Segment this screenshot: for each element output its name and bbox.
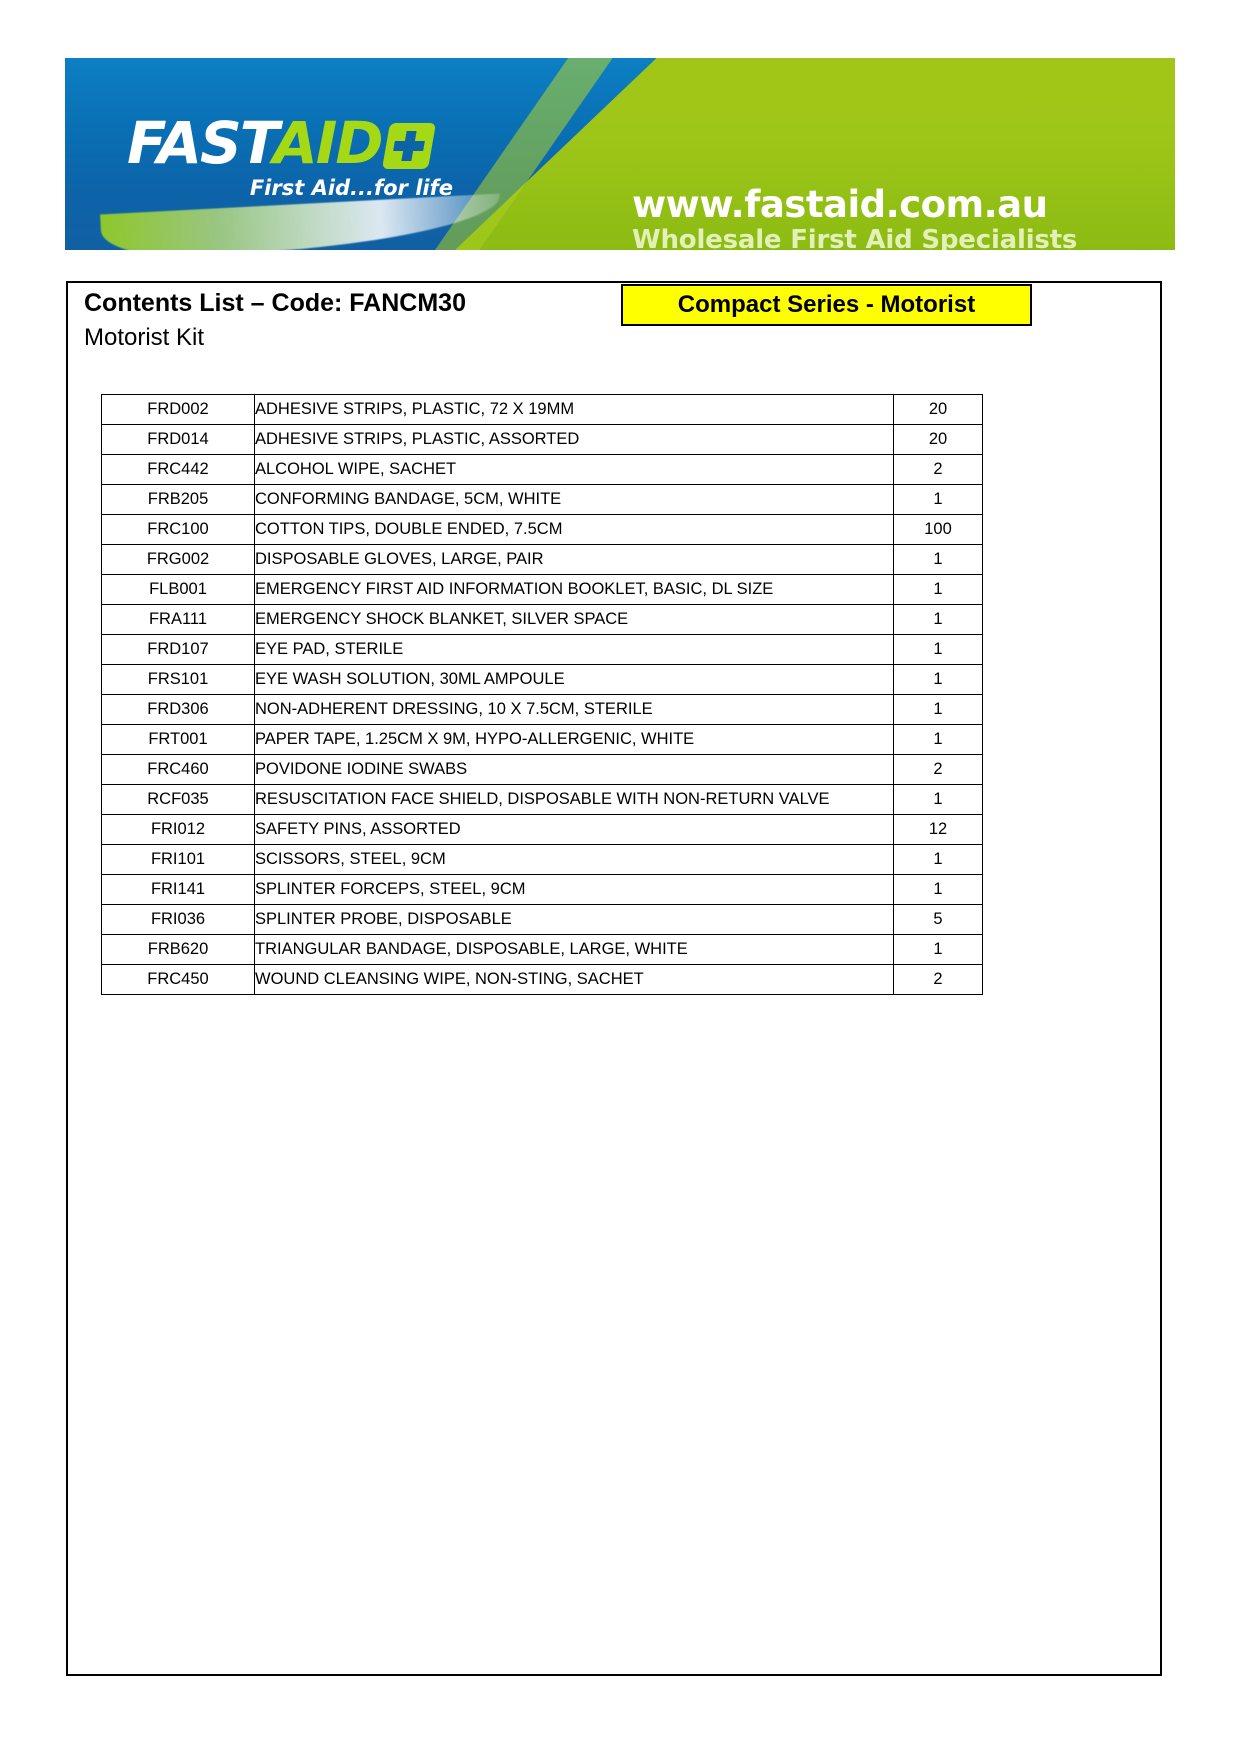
fastaid-logo: FASTAID First Aid...for life	[127, 114, 457, 224]
cell-code: FRI101	[101, 844, 255, 875]
cell-code: FRB620	[101, 934, 255, 965]
table-row: FRI036 SPLINTER PROBE, DISPOSABLE 5	[101, 904, 983, 935]
logo-word-aid: AID	[272, 109, 384, 177]
cell-quantity: 20	[893, 394, 983, 425]
table-row: FRG002 DISPOSABLE GLOVES, LARGE, PAIR 1	[101, 544, 983, 575]
cell-code: FRC450	[101, 964, 255, 995]
cell-quantity: 12	[893, 814, 983, 845]
cell-description: EYE PAD, STERILE	[254, 634, 894, 665]
table-row: FRC100 COTTON TIPS, DOUBLE ENDED, 7.5CM 10…	[101, 514, 983, 545]
table-row: FRC460 POVIDONE IODINE SWABS 2	[101, 754, 983, 785]
cell-code: FRT001	[101, 724, 255, 755]
cell-quantity: 100	[893, 514, 983, 545]
cell-code: FRB205	[101, 484, 255, 515]
table-row: FRI141 SPLINTER FORCEPS, STEEL, 9CM 1	[101, 874, 983, 905]
cell-quantity: 1	[893, 874, 983, 905]
cell-description: COTTON TIPS, DOUBLE ENDED, 7.5CM	[254, 514, 894, 545]
series-badge-label: Compact Series - Motorist	[677, 291, 976, 318]
cell-code: FRG002	[101, 544, 255, 575]
cell-description: SPLINTER FORCEPS, STEEL, 9CM	[254, 874, 894, 905]
cell-description: POVIDONE IODINE SWABS	[254, 754, 894, 785]
cell-code: FRD107	[101, 634, 255, 665]
cell-description: ALCOHOL WIPE, SACHET	[254, 454, 894, 485]
cell-description: NON-ADHERENT DRESSING, 10 X 7.5CM, STERI…	[254, 694, 894, 725]
cell-quantity: 1	[893, 484, 983, 515]
cell-quantity: 2	[893, 754, 983, 785]
cell-description: WOUND CLEANSING WIPE, NON-STING, SACHET	[254, 964, 894, 995]
table-row: FRD306 NON-ADHERENT DRESSING, 10 X 7.5CM,…	[101, 694, 983, 725]
cell-code: FLB001	[101, 574, 255, 605]
title-block: Contents List – Code: FANCM30 Motorist K…	[84, 288, 604, 353]
cell-code: RCF035	[101, 784, 255, 815]
website-url: www.fastaid.com.au	[632, 183, 1048, 226]
cell-description: PAPER TAPE, 1.25CM X 9M, HYPO-ALLERGENIC…	[254, 724, 894, 755]
table-row: FRD002 ADHESIVE STRIPS, PLASTIC, 72 X 19M…	[101, 394, 983, 425]
table-row: FRA111 EMERGENCY SHOCK BLANKET, SILVER SP…	[101, 604, 983, 635]
contents-table: FRD002 ADHESIVE STRIPS, PLASTIC, 72 X 19M…	[101, 394, 983, 995]
table-row: FRT001 PAPER TAPE, 1.25CM X 9M, HYPO-ALLE…	[101, 724, 983, 755]
cell-quantity: 1	[893, 574, 983, 605]
cell-description: TRIANGULAR BANDAGE, DISPOSABLE, LARGE, W…	[254, 934, 894, 965]
cell-description: ADHESIVE STRIPS, PLASTIC, ASSORTED	[254, 424, 894, 455]
logo-tagline: First Aid...for life	[249, 176, 453, 200]
table-row: FRC442 ALCOHOL WIPE, SACHET 2	[101, 454, 983, 485]
cell-code: FRD014	[101, 424, 255, 455]
plus-cross-icon	[381, 123, 436, 169]
cell-code: FRI012	[101, 814, 255, 845]
cell-code: FRI141	[101, 874, 255, 905]
logo-wordmark: FASTAID	[127, 114, 457, 172]
table-row: FRD014 ADHESIVE STRIPS, PLASTIC, ASSORTED…	[101, 424, 983, 455]
cell-quantity: 20	[893, 424, 983, 455]
cell-quantity: 2	[893, 454, 983, 485]
cell-code: FRC460	[101, 754, 255, 785]
table-row: FRB620 TRIANGULAR BANDAGE, DISPOSABLE, LA…	[101, 934, 983, 965]
table-row: FRI101 SCISSORS, STEEL, 9CM 1	[101, 844, 983, 875]
page-title: Contents List – Code: FANCM30	[84, 289, 466, 317]
cell-quantity: 1	[893, 634, 983, 665]
table-row: FRI012 SAFETY PINS, ASSORTED 12	[101, 814, 983, 845]
cell-code: FRA111	[101, 604, 255, 635]
cell-quantity: 1	[893, 844, 983, 875]
cell-quantity: 5	[893, 904, 983, 935]
table-row: FRS101 EYE WASH SOLUTION, 30ML AMPOULE 1	[101, 664, 983, 695]
table-row: FRB205 CONFORMING BANDAGE, 5CM, WHITE 1	[101, 484, 983, 515]
table-row: RCF035 RESUSCITATION FACE SHIELD, DISPOSA…	[101, 784, 983, 815]
cell-description: RESUSCITATION FACE SHIELD, DISPOSABLE WI…	[254, 784, 894, 815]
cell-quantity: 2	[893, 964, 983, 995]
cell-code: FRI036	[101, 904, 255, 935]
cell-quantity: 1	[893, 694, 983, 725]
series-badge: Compact Series - Motorist	[621, 284, 1032, 326]
cell-quantity: 1	[893, 544, 983, 575]
cell-description: DISPOSABLE GLOVES, LARGE, PAIR	[254, 544, 894, 575]
cell-quantity: 1	[893, 604, 983, 635]
cell-code: FRC442	[101, 454, 255, 485]
header-banner: FASTAID First Aid...for life www.fastaid…	[65, 58, 1175, 250]
cell-quantity: 1	[893, 784, 983, 815]
cell-description: EYE WASH SOLUTION, 30ML AMPOULE	[254, 664, 894, 695]
cell-code: FRD306	[101, 694, 255, 725]
cell-description: EMERGENCY FIRST AID INFORMATION BOOKLET,…	[254, 574, 894, 605]
cell-quantity: 1	[893, 934, 983, 965]
contents-table-body: FRD002 ADHESIVE STRIPS, PLASTIC, 72 X 19M…	[101, 394, 983, 995]
cell-code: FRC100	[101, 514, 255, 545]
table-row: FLB001 EMERGENCY FIRST AID INFORMATION BO…	[101, 574, 983, 605]
cell-quantity: 1	[893, 724, 983, 755]
cell-description: SCISSORS, STEEL, 9CM	[254, 844, 894, 875]
cell-description: ADHESIVE STRIPS, PLASTIC, 72 X 19MM	[254, 394, 894, 425]
cell-description: SAFETY PINS, ASSORTED	[254, 814, 894, 845]
cell-description: CONFORMING BANDAGE, 5CM, WHITE	[254, 484, 894, 515]
banner-subtitle: Wholesale First Aid Specialists	[632, 225, 1078, 250]
page-subtitle: Motorist Kit	[84, 324, 205, 352]
cell-code: FRD002	[101, 394, 255, 425]
logo-word-fast: FAST	[127, 109, 275, 177]
cell-code: FRS101	[101, 664, 255, 695]
table-row: FRC450 WOUND CLEANSING WIPE, NON-STING, S…	[101, 964, 983, 995]
cell-description: EMERGENCY SHOCK BLANKET, SILVER SPACE	[254, 604, 894, 635]
cell-quantity: 1	[893, 664, 983, 695]
table-row: FRD107 EYE PAD, STERILE 1	[101, 634, 983, 665]
cell-description: SPLINTER PROBE, DISPOSABLE	[254, 904, 894, 935]
